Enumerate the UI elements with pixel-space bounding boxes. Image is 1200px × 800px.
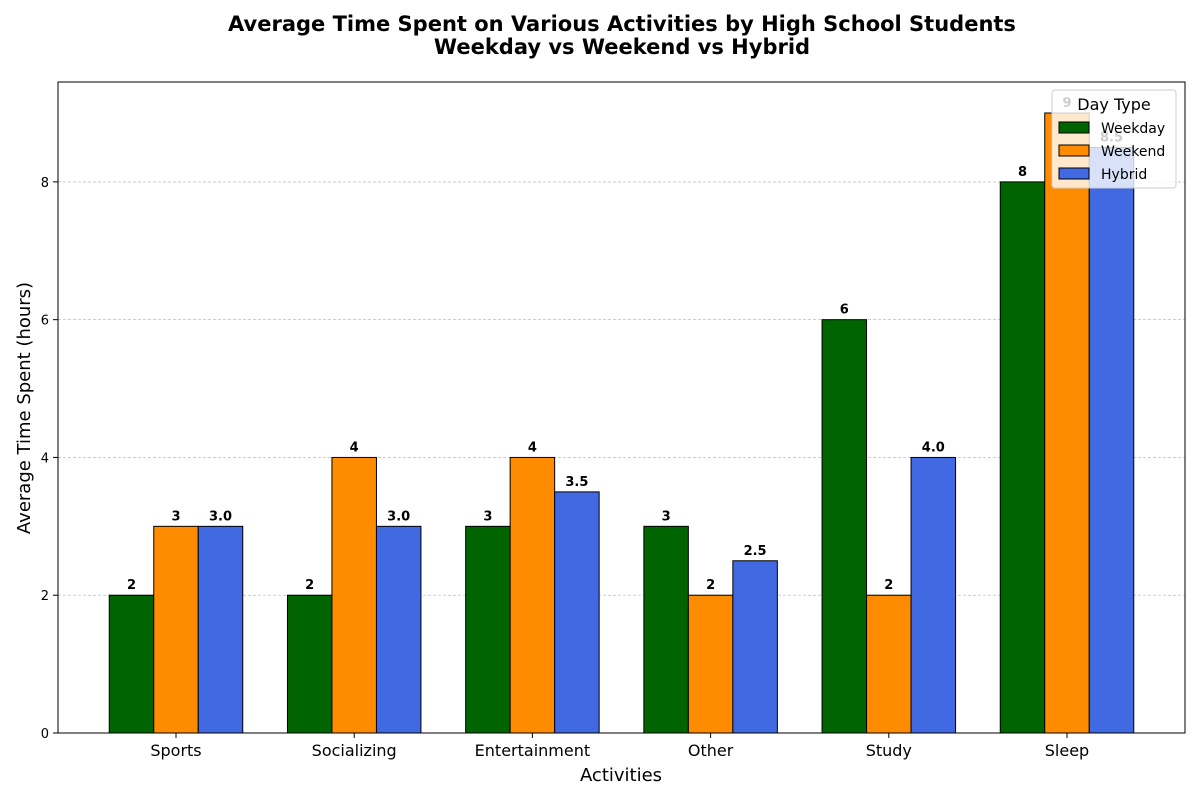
x-tick-label: Other	[688, 741, 734, 760]
legend: Day Type Weekday Weekend Hybrid	[1051, 89, 1177, 189]
data-label: 2	[305, 578, 314, 593]
legend-box	[1051, 89, 1177, 189]
bar-weekend-study	[866, 594, 912, 734]
gridlines	[58, 181, 1185, 596]
bars	[108, 112, 1135, 734]
x-axis-label: Activities	[580, 765, 662, 786]
data-label: 2	[706, 578, 715, 593]
y-axis-ticks: 0 2 4 6 8	[41, 176, 58, 742]
x-tick-label: Sports	[150, 741, 201, 760]
data-label: 3.0	[387, 509, 410, 524]
bar-weekend-entertainment	[509, 456, 556, 734]
bar-weekday-other	[643, 525, 689, 734]
legend-swatch-hybrid	[1058, 167, 1090, 180]
y-axis-label: Average Time Spent (hours)	[14, 282, 35, 534]
bar-weekday-sleep	[999, 181, 1046, 734]
legend-entry-weekend: Weekend	[1101, 144, 1165, 160]
bar-hybrid-other	[732, 560, 778, 734]
data-label: 2.5	[744, 544, 767, 559]
x-tick-label: Entertainment	[475, 741, 590, 760]
y-tick-label: 4	[41, 451, 49, 466]
data-label: 6	[840, 303, 849, 318]
data-label: 4.0	[922, 440, 945, 455]
legend-entry-hybrid: Hybrid	[1101, 167, 1147, 183]
bar-weekday-entertainment	[465, 525, 511, 734]
plot-area-frame	[57, 81, 1186, 734]
data-label: 2	[127, 578, 136, 593]
bar-weekday-study	[821, 319, 868, 734]
bar-hybrid-sleep	[1088, 146, 1135, 734]
data-label: 3	[483, 509, 492, 524]
data-label: 3	[662, 509, 671, 524]
bar-weekend-other	[687, 594, 734, 734]
bar-hybrid-study	[910, 456, 957, 734]
y-tick-label: 8	[41, 176, 49, 191]
y-tick-label: 0	[41, 727, 49, 742]
bar-weekend-socializing	[331, 456, 377, 734]
data-label: 4	[528, 440, 537, 455]
bar-hybrid-socializing	[375, 525, 422, 734]
data-label: 3.5	[565, 475, 588, 490]
x-tick-label: Study	[866, 741, 912, 760]
legend-swatch-weekday	[1058, 121, 1090, 134]
chart-title: Average Time Spent on Various Activities…	[228, 12, 1016, 36]
bar-hybrid-sports	[197, 525, 244, 734]
x-tick-label: Sleep	[1045, 741, 1089, 760]
bar-hybrid-entertainment	[554, 491, 600, 734]
x-tick-label: Socializing	[312, 741, 397, 760]
data-label: 8	[1018, 165, 1027, 180]
chart-subtitle: Weekday vs Weekend vs Hybrid	[434, 35, 810, 59]
data-label: 3	[171, 509, 180, 524]
data-label: 4	[350, 440, 359, 455]
legend-title: Day Type	[1077, 95, 1150, 114]
y-tick-label: 2	[41, 589, 49, 604]
data-label: 3.0	[209, 509, 232, 524]
data-label: 2	[884, 578, 893, 593]
legend-entry-weekday: Weekday	[1101, 121, 1165, 137]
x-axis-ticks: Sports Socializing Entertainment Other Study…	[150, 733, 1089, 760]
bar-weekend-sleep	[1044, 112, 1090, 734]
bar-weekday-socializing	[286, 594, 333, 734]
bar-weekend-sports	[153, 525, 199, 734]
legend-swatch-weekend	[1058, 144, 1090, 157]
y-tick-label: 6	[41, 314, 49, 329]
bar-weekday-sports	[108, 594, 155, 734]
